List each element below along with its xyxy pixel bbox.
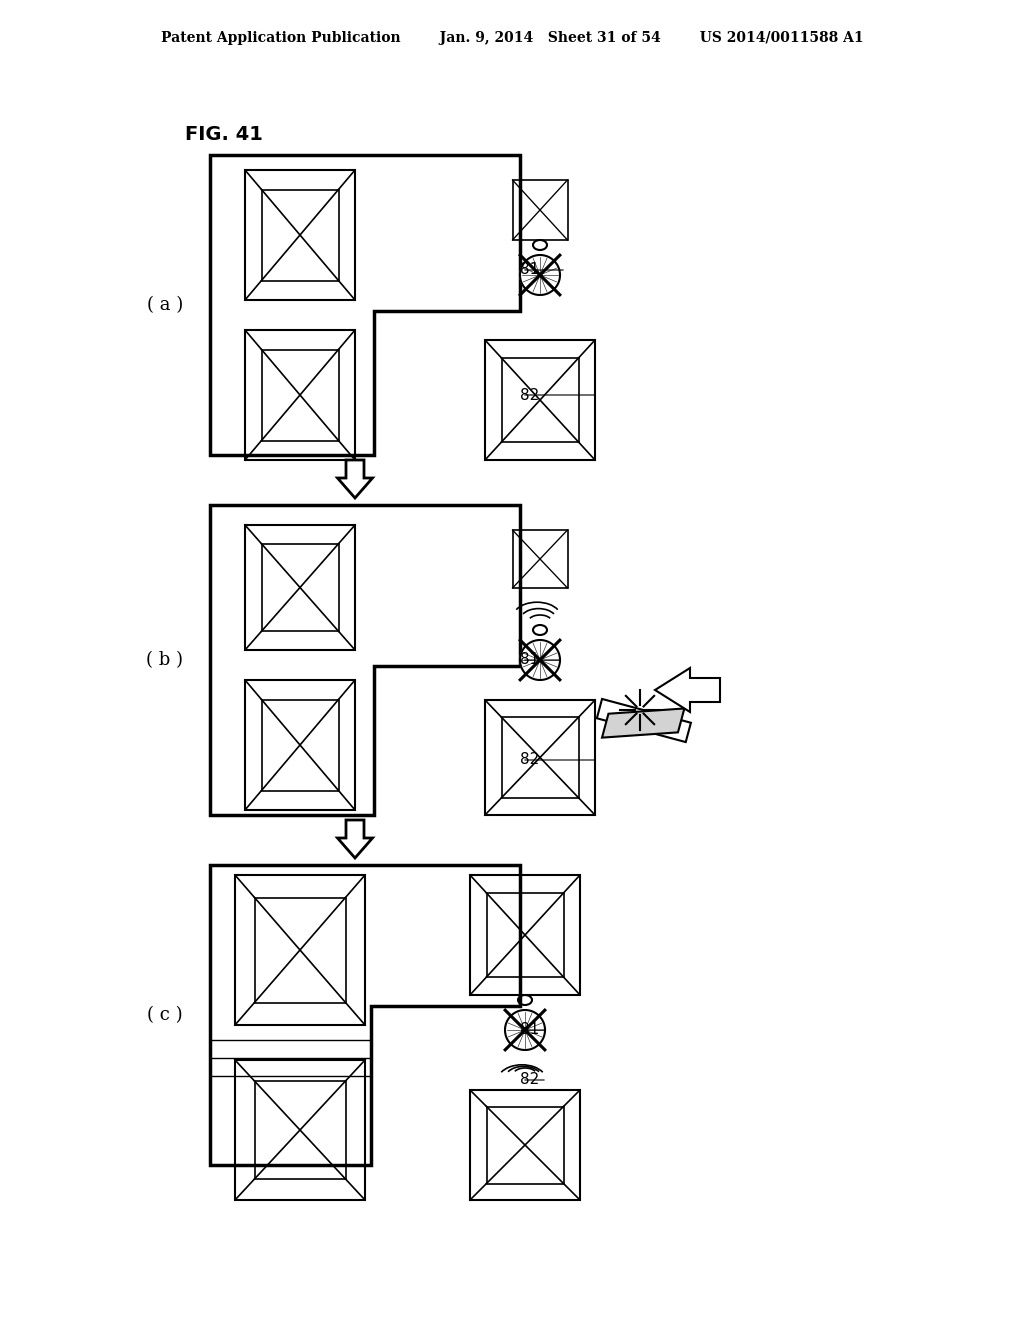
Text: 82: 82 — [520, 752, 540, 767]
Text: FIG. 41: FIG. 41 — [185, 125, 263, 144]
Polygon shape — [338, 820, 373, 858]
Text: 81: 81 — [520, 1023, 540, 1038]
Text: 82: 82 — [520, 1072, 540, 1088]
Text: 81: 81 — [520, 263, 540, 277]
Text: ( c ): ( c ) — [147, 1006, 183, 1024]
Polygon shape — [338, 459, 373, 498]
Text: ( a ): ( a ) — [146, 296, 183, 314]
Text: ( b ): ( b ) — [146, 651, 183, 669]
Polygon shape — [520, 255, 560, 294]
Polygon shape — [597, 700, 691, 742]
Text: 81: 81 — [520, 652, 540, 668]
Polygon shape — [505, 1010, 545, 1049]
Polygon shape — [520, 640, 560, 680]
Polygon shape — [655, 668, 720, 711]
Text: 82: 82 — [520, 388, 540, 403]
Text: Patent Application Publication        Jan. 9, 2014   Sheet 31 of 54        US 20: Patent Application Publication Jan. 9, 2… — [161, 30, 863, 45]
Polygon shape — [602, 709, 684, 738]
